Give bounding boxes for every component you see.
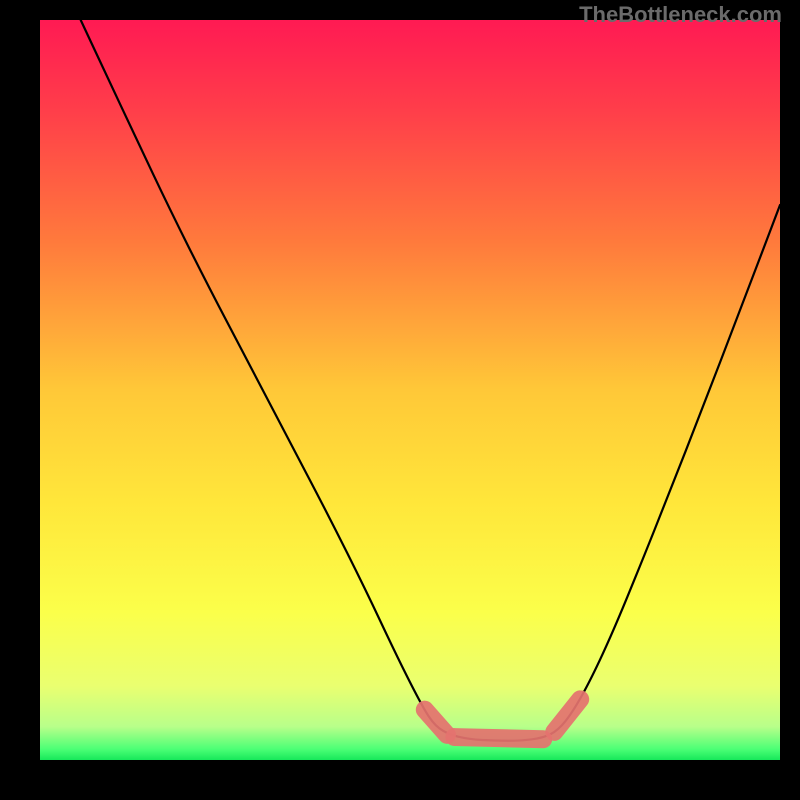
plot-svg [40,20,780,760]
gradient-background [40,20,780,760]
watermark-text: TheBottleneck.com [579,2,782,28]
highlight-segment [454,737,543,739]
plot-area [40,20,780,760]
